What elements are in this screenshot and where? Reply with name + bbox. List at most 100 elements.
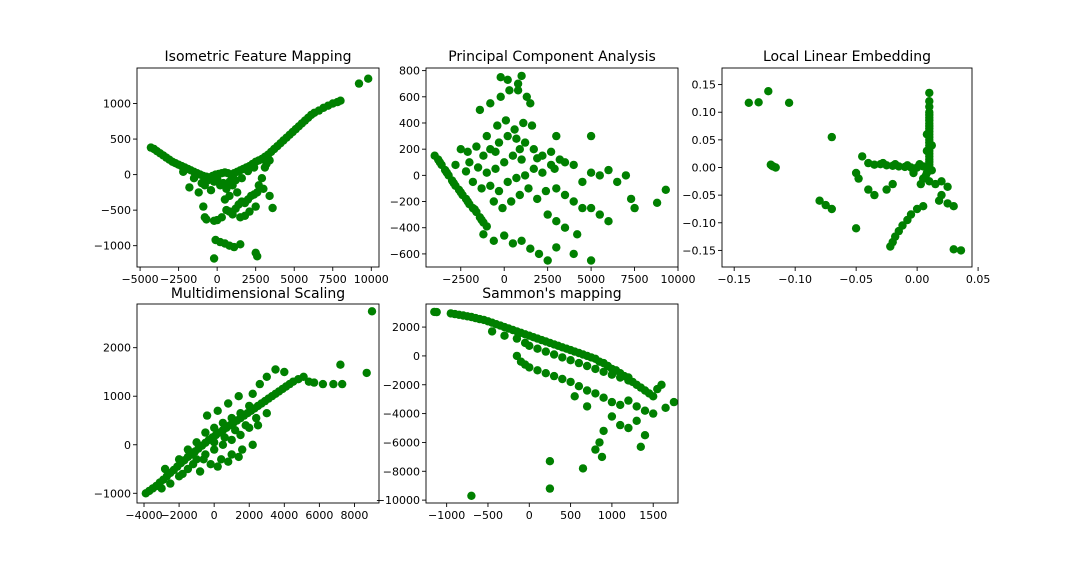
scatter-point — [827, 204, 836, 214]
scatter-point — [486, 181, 495, 190]
scatter-point — [754, 98, 763, 107]
scatter-point — [925, 88, 934, 98]
scatter-point — [512, 351, 522, 361]
scatter-point — [508, 239, 518, 248]
scatter-point — [189, 174, 199, 183]
scatter-point — [916, 179, 925, 189]
scatter-point — [640, 406, 650, 415]
scatter-point — [253, 252, 262, 261]
scatter-point — [354, 79, 364, 88]
scatter-point — [949, 245, 958, 254]
y-tick-label: 800 — [399, 65, 420, 78]
scatter-points — [744, 87, 966, 255]
scatter-point — [882, 185, 891, 194]
scatter-point — [209, 254, 219, 263]
scatter-point — [621, 171, 631, 180]
scatter-point — [512, 134, 521, 143]
scatter-point — [228, 181, 237, 190]
scatter-point — [512, 173, 521, 183]
x-tick-label: 0.00 — [905, 273, 930, 286]
x-tick-label: 2500 — [242, 273, 270, 286]
scatter-point — [329, 379, 338, 389]
scatter-point — [851, 224, 861, 233]
scatter-point — [500, 158, 509, 167]
scatter-point — [573, 230, 582, 239]
scatter-point — [744, 98, 753, 108]
y-tick-label: −0.15 — [682, 244, 716, 257]
scatter-point — [199, 455, 208, 464]
scatter-point — [210, 445, 219, 454]
scatter-point — [624, 376, 633, 385]
scatter-point — [512, 334, 522, 343]
x-tick-label: 500 — [560, 509, 581, 522]
scatter-point — [487, 327, 497, 336]
scatter-point — [886, 242, 895, 251]
scatter-point — [607, 412, 617, 421]
scatter-point — [451, 160, 460, 170]
y-tick-label: 0.05 — [692, 134, 717, 147]
scatter-point — [202, 411, 212, 420]
scatter-point — [517, 155, 526, 164]
scatter-point — [597, 452, 607, 462]
scatter-point — [254, 181, 263, 190]
y-tick-label: 0 — [413, 169, 420, 182]
scatter-point — [435, 158, 445, 167]
scatter-point — [503, 75, 512, 85]
scatter-point — [545, 457, 555, 466]
axes-frame — [136, 67, 380, 268]
x-tick-label: 0 — [526, 509, 533, 522]
scatter-point — [503, 177, 512, 187]
scatter-point — [552, 184, 561, 193]
scatter-point — [463, 197, 472, 206]
x-tick-label: −2500 — [160, 273, 197, 286]
scatter-point — [494, 138, 504, 147]
scatter-point — [549, 371, 559, 381]
scatter-point — [195, 467, 205, 476]
scatter-point — [560, 223, 570, 232]
scatter-point — [494, 186, 504, 196]
scatter-point — [569, 160, 578, 170]
scatter-point — [245, 207, 254, 216]
scatter-point — [194, 188, 203, 197]
scatter-point — [183, 445, 193, 454]
scatter-point — [251, 202, 260, 211]
scatter-point — [949, 202, 958, 211]
scatter-point — [640, 431, 650, 440]
y-tick-label: 1000 — [103, 390, 131, 403]
scatter-point — [657, 380, 666, 389]
scatter-point — [236, 240, 245, 249]
scatter-point — [202, 215, 211, 224]
scatter-point — [616, 400, 625, 410]
scatter-point — [472, 142, 481, 151]
scatter-point — [533, 344, 542, 353]
scatter-point — [236, 409, 245, 418]
y-tick-label: −0.10 — [682, 217, 716, 230]
scatter-point — [442, 168, 452, 177]
panel-title: Multidimensional Scaling — [171, 286, 345, 302]
scatter-points — [146, 74, 373, 263]
scatter-point — [543, 210, 552, 219]
scatter-point — [599, 367, 608, 376]
x-tick-label: 10000 — [661, 273, 696, 286]
y-tick-label: −1000 — [94, 487, 131, 500]
scatter-point — [526, 99, 535, 108]
scatter-point — [652, 198, 662, 207]
scatter-point — [477, 215, 486, 225]
scatter-point — [210, 438, 219, 447]
scatter-point — [591, 389, 600, 398]
x-tick-label: 6000 — [305, 509, 333, 522]
scatter-point — [199, 202, 208, 211]
scatter-point — [217, 213, 226, 222]
scatter-point — [649, 409, 658, 418]
scatter-point — [922, 146, 932, 156]
scatter-point — [815, 196, 824, 205]
scatter-point — [475, 105, 485, 115]
scatter-point — [503, 131, 512, 141]
scatter-point — [538, 168, 547, 177]
x-tick-label: 7500 — [621, 273, 649, 286]
scatter-point — [552, 217, 561, 226]
scatter-point — [541, 347, 550, 356]
scatter-point — [498, 203, 507, 213]
axes-frame — [425, 303, 679, 504]
scatter-point — [249, 163, 259, 172]
